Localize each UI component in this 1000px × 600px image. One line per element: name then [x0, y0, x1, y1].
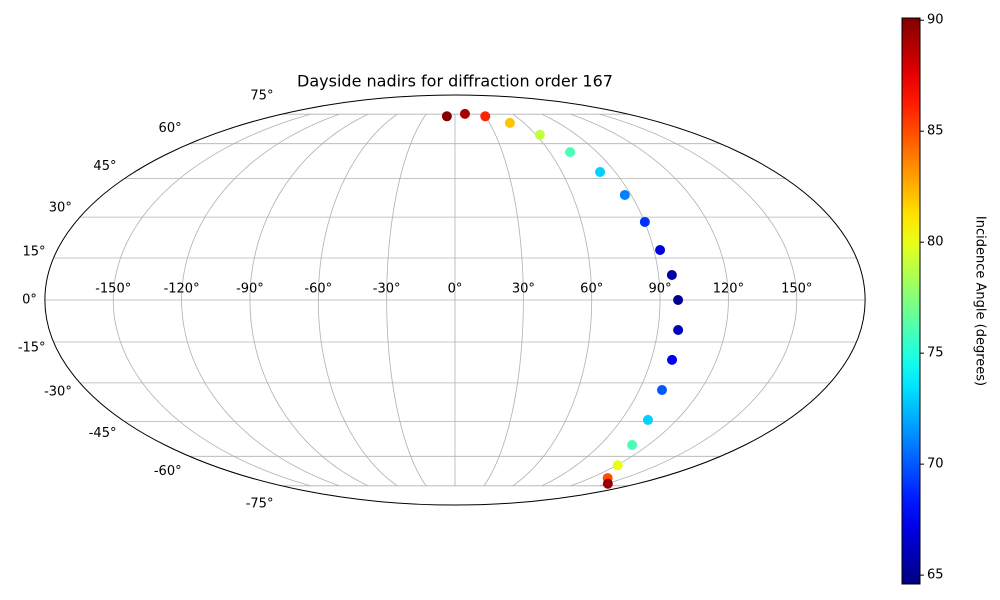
y-tick-label: -30°	[44, 384, 72, 399]
point	[565, 147, 576, 158]
point	[673, 295, 684, 305]
y-tick-label: -15°	[18, 340, 46, 355]
x-tick-label: 150°	[781, 282, 812, 297]
point	[441, 111, 452, 122]
point	[504, 117, 515, 128]
map-boundary	[44, 94, 866, 506]
point	[534, 129, 545, 140]
chart-title: Dayside nadirs for diffraction order 167	[297, 72, 613, 91]
grid-line	[112, 113, 311, 487]
grid-line	[483, 113, 524, 487]
colorbar-tick-label: 65	[927, 568, 944, 583]
point	[602, 478, 613, 489]
point	[667, 354, 678, 365]
grid-line	[386, 113, 427, 487]
y-tick-label: 75°	[250, 89, 273, 104]
colorbar-tick-label: 75	[927, 346, 944, 361]
colorbar-tick-label: 80	[927, 235, 944, 250]
y-tick-label: -45°	[89, 426, 117, 441]
point	[619, 189, 630, 200]
x-tick-label: 90°	[649, 282, 672, 297]
y-tick-label: 0°	[22, 293, 37, 308]
x-tick-label: -60°	[304, 282, 332, 297]
y-tick-label: -75°	[246, 496, 274, 511]
colorbar	[901, 17, 921, 585]
point	[595, 166, 606, 177]
point	[673, 325, 684, 336]
y-tick-label: -60°	[154, 464, 182, 479]
x-tick-label: 60°	[580, 282, 603, 297]
grid-line	[249, 113, 369, 487]
point	[612, 460, 623, 471]
x-tick-label: 120°	[713, 282, 744, 297]
y-tick-label: 45°	[93, 159, 116, 174]
point	[639, 216, 650, 227]
grid-line	[570, 113, 729, 487]
colorbar-tick-label: 70	[927, 457, 944, 472]
x-tick-label: 30°	[512, 282, 535, 297]
grid-line	[181, 113, 340, 487]
colorbar-label: Incidence Angle (degrees)	[973, 216, 988, 386]
x-tick-label: -30°	[373, 282, 401, 297]
point	[459, 108, 470, 119]
point	[642, 414, 653, 425]
x-tick-label: -150°	[95, 282, 131, 297]
grid-line	[599, 113, 798, 487]
y-tick-label: 60°	[159, 121, 182, 136]
grid	[44, 113, 866, 487]
y-tick-label: 30°	[49, 201, 72, 216]
x-tick-label: 0°	[448, 282, 463, 297]
y-tick-label: 15°	[23, 245, 46, 260]
colorbar-tick-label: 85	[927, 124, 944, 139]
grid-line	[317, 113, 398, 487]
grid-line	[541, 113, 661, 487]
point	[480, 111, 491, 122]
colorbar-tick-label: 90	[927, 13, 944, 28]
point	[666, 270, 677, 281]
point	[656, 384, 667, 395]
point	[627, 439, 638, 450]
grid-line	[512, 113, 593, 487]
point	[655, 244, 666, 255]
x-tick-label: -120°	[164, 282, 200, 297]
x-tick-label: -90°	[236, 282, 264, 297]
